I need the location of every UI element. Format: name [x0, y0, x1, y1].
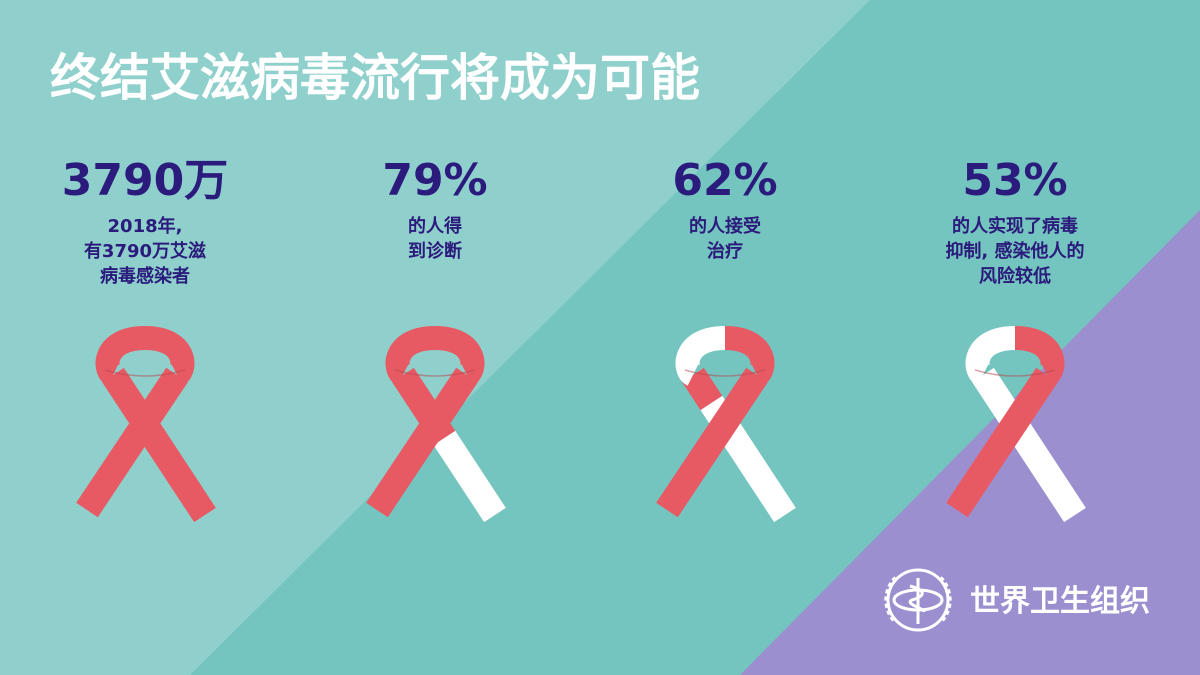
logo-text: 世界卫生组织 — [970, 584, 1150, 619]
stat-figure: 79% — [382, 155, 487, 206]
ribbon-tail — [972, 367, 1086, 523]
stat-description: 的人接受 — [689, 215, 761, 237]
purple-corner — [740, 210, 1200, 675]
ribbon-loop — [724, 326, 775, 386]
ribbon-edge — [104, 369, 186, 377]
ribbon-edge — [394, 369, 476, 377]
stat-figure: 62% — [672, 155, 777, 206]
ribbon-tail — [946, 367, 1058, 518]
ribbon — [946, 326, 1086, 523]
ribbon-edge — [684, 369, 766, 377]
ribbon-tail — [102, 367, 216, 523]
ribbon-tail — [656, 367, 768, 518]
ribbon — [76, 326, 216, 523]
ribbon — [366, 326, 506, 523]
ribbon-loop — [1014, 326, 1065, 386]
ribbon-loop — [95, 326, 146, 386]
ribbon-loop — [434, 326, 485, 386]
stat-figure: 53% — [962, 155, 1067, 206]
stat-description: 治疗 — [707, 240, 743, 262]
ribbon-loop — [965, 326, 1016, 386]
ribbon-loop — [675, 326, 726, 386]
stat-description: 的人得 — [408, 215, 462, 237]
stat-figure: 3790万 — [62, 155, 228, 206]
ribbons — [76, 326, 1086, 523]
stat-description: 病毒感染者 — [100, 265, 190, 287]
ribbon-loop — [144, 326, 195, 386]
stat-description: 到诊断 — [408, 240, 462, 262]
title: 终结艾滋病毒流行将成为可能 — [50, 49, 700, 107]
ribbon-edge — [974, 369, 1056, 377]
stat-description: 有3790万艾滋 — [84, 240, 206, 262]
ribbon — [656, 326, 796, 523]
ribbon-tail — [433, 430, 506, 523]
stat-description: 风险较低 — [979, 265, 1051, 287]
ribbon-tail — [682, 367, 723, 411]
ribbon-tail — [366, 367, 478, 518]
ribbon-loop — [385, 326, 436, 386]
stat-description: 2018年, — [108, 215, 183, 237]
stat-description: 的人实现了病毒 — [952, 215, 1078, 237]
ribbon-tail — [76, 367, 188, 518]
who-emblem — [884, 568, 952, 632]
stat-description: 抑制, 感染他人的 — [945, 240, 1084, 262]
